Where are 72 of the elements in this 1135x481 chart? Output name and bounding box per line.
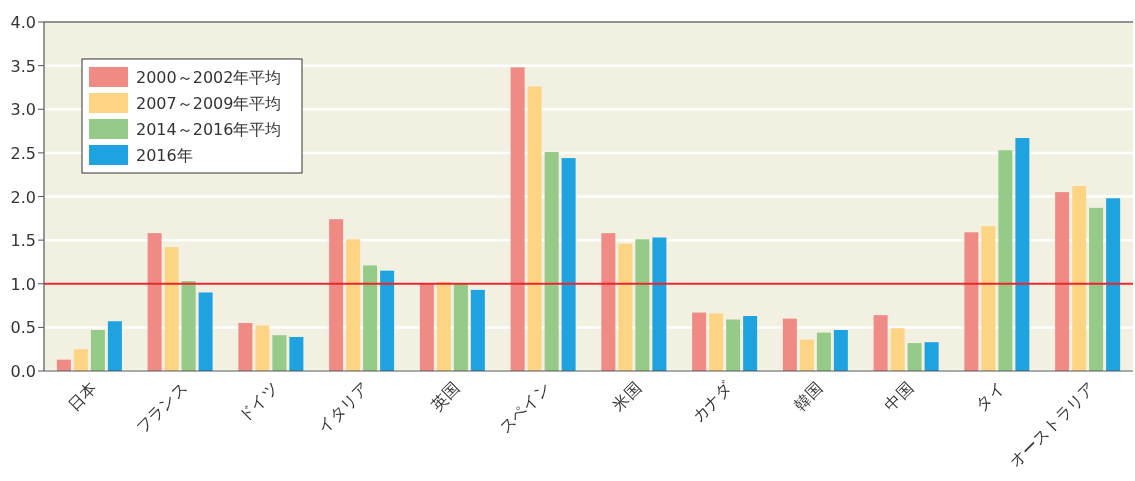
bar (363, 265, 378, 371)
bar (561, 158, 576, 371)
y-tick-label: 1.0 (10, 274, 36, 294)
bar (346, 239, 361, 371)
bar (998, 150, 1013, 371)
bar (833, 329, 848, 371)
x-tick-label: 日本 (64, 378, 101, 415)
x-tick-label: ドイツ (234, 378, 282, 426)
legend-label: 2016年 (136, 146, 193, 165)
x-tick-label: オーストラリア (1005, 378, 1099, 472)
y-tick-label: 1.5 (10, 231, 36, 251)
y-tick-label: 3.5 (10, 56, 36, 76)
bar (782, 318, 797, 371)
bar (709, 313, 724, 371)
legend-label: 2000～2002年平均 (136, 68, 282, 87)
bar (726, 319, 741, 371)
bar (907, 343, 922, 371)
bar (964, 232, 979, 371)
x-tick-label: タイ (971, 378, 1008, 415)
bar (890, 328, 905, 371)
bar (198, 292, 213, 371)
bar (527, 86, 542, 371)
x-tick-label: 英国 (427, 378, 464, 415)
y-tick-label: 0.0 (10, 362, 36, 381)
bar (255, 325, 270, 371)
bar (419, 283, 434, 371)
bar (1055, 192, 1070, 371)
bar (107, 321, 122, 371)
bar (618, 243, 633, 371)
bar (380, 270, 395, 371)
bar (1089, 207, 1104, 371)
bar (453, 283, 468, 371)
x-tick-label: フランス (132, 378, 191, 438)
bar (692, 312, 707, 371)
bar (544, 152, 559, 371)
x-tick-label: カナダ (688, 377, 737, 426)
y-tick-label: 4.0 (10, 13, 36, 32)
bar (601, 233, 616, 371)
x-tick-label: スペイン (495, 378, 554, 438)
bar (743, 316, 758, 371)
bar (90, 329, 105, 371)
x-tick-label: 米国 (608, 378, 645, 415)
bar (147, 233, 162, 371)
bar (181, 281, 196, 371)
legend-label: 2014～2016年平均 (136, 120, 282, 139)
x-tick-label: 韓国 (790, 378, 827, 415)
bar (1072, 186, 1087, 371)
x-tick-label: 中国 (880, 378, 917, 415)
bar (652, 237, 667, 371)
bar (873, 315, 888, 371)
bar (272, 335, 287, 371)
bar (816, 332, 831, 371)
legend-label: 2007～2009年平均 (136, 94, 282, 113)
bar (1106, 198, 1121, 371)
bar (436, 282, 451, 371)
y-tick-label: 3.0 (10, 100, 36, 120)
y-tick-label: 0.5 (10, 318, 36, 338)
bar (799, 339, 814, 371)
bar (329, 219, 344, 371)
bar (510, 67, 525, 371)
x-tick-label: イタリア (313, 378, 373, 438)
bar (289, 336, 304, 371)
bar (981, 226, 996, 371)
bar (635, 239, 650, 371)
bar (1015, 138, 1030, 371)
y-tick-label: 2.0 (10, 187, 36, 207)
bar (73, 349, 88, 371)
y-tick-label: 2.5 (10, 143, 36, 163)
bar (238, 323, 253, 371)
bar (164, 247, 179, 371)
bar (470, 289, 485, 371)
bar (924, 342, 939, 371)
